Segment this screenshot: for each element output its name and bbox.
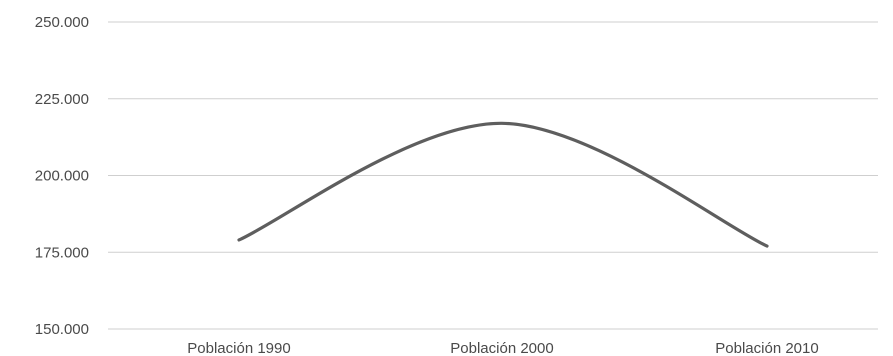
x-tick-label: Población 2000 [450,340,553,356]
x-tick-label: Población 2010 [715,340,818,356]
y-axis-tick-labels: 150.000 175.000 200.000 225.000 250.000 [35,14,89,338]
series-line-0 [237,121,769,248]
series-lines [237,121,769,248]
grid-lines [108,21,878,330]
y-tick-label: 175.000 [35,244,89,261]
x-axis-tick-labels: Población 1990 Población 2000 Población 20… [187,340,818,356]
x-tick-label: Población 1990 [187,340,290,356]
y-tick-label: 150.000 [35,321,89,338]
y-tick-label: 225.000 [35,91,89,108]
y-tick-label: 250.000 [35,14,89,31]
y-tick-label: 200.000 [35,168,89,185]
